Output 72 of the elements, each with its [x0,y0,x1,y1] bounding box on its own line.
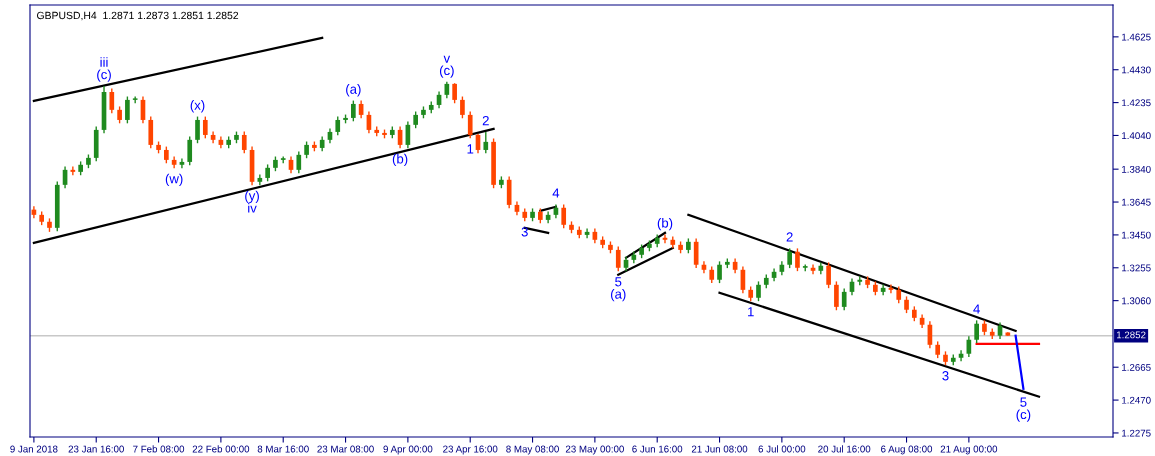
x-tick-label: 22 Feb 00:00 [192,445,250,453]
candlestick [241,130,247,155]
x-tick-label: 23 Mar 08:00 [317,445,374,453]
x-tick-label: 7 Feb 08:00 [133,445,185,453]
ref-line-label: 1.2852 [1116,331,1146,339]
candlestick [787,247,792,269]
candlestick [109,87,115,114]
text: 2 [786,232,793,242]
candlestick [467,110,473,140]
text: v (c) [439,55,454,78]
candlestick [195,115,200,144]
candlestick [351,99,356,122]
x-tick-label: 21 Aug 00:00 [940,445,998,455]
y-tick-label: 1.2665 [1122,363,1151,371]
y-tick-label: 1.3060 [1122,297,1151,305]
x-tick-label: 23 Jan 16:00 [68,445,124,453]
candlestick [841,287,847,311]
candlestick [125,95,130,125]
text: (b) [657,217,673,231]
text: 5 (a) [611,277,626,302]
candlestick [615,245,621,272]
candlestick [561,203,567,229]
x-tick-label: 9 Apr 00:00 [383,445,433,455]
candlestick [834,280,839,311]
y-tick-label: 1.4235 [1122,99,1151,107]
y-tick-label: 1.3645 [1122,198,1151,206]
candlestick [717,260,722,284]
x-tick-label: 20 Jul 16:00 [818,445,871,453]
candlestick [202,115,208,140]
y-tick-label: 1.3840 [1122,165,1151,173]
candlestick [795,247,800,272]
text: (a) [346,84,361,97]
text: 1 [748,307,754,317]
candlestick [974,319,979,344]
x-tick-label: 6 Aug 08:00 [881,445,933,455]
x-tick-label: 6 Jun 16:00 [632,445,683,453]
x-tick-label: 9 Jan 2018 [10,445,58,453]
x-tick-label: 23 Apr 16:00 [443,445,498,455]
candlestick [187,135,193,166]
y-tick-label: 1.4040 [1122,132,1151,140]
candlestick [179,157,185,169]
y-tick-label: 1.3450 [1122,231,1151,239]
text: (b) [392,153,408,167]
candlestick [452,82,457,104]
text: (w) [165,173,183,187]
x-tick-label: 8 May 08:00 [506,445,559,455]
text: iii (c) [97,57,111,82]
x-tick-label: 8 Mar 16:00 [257,445,309,453]
candlestick [296,150,302,174]
candlestick [335,115,341,136]
y-tick-label: 1.2470 [1122,396,1151,404]
annotation: 5 (c) [1016,397,1031,422]
y-tick-label: 1.2275 [1122,429,1151,437]
text: 4 [552,188,560,198]
text: 1 [467,144,474,154]
text: (x) [190,100,205,113]
candlestick [826,261,831,289]
candlestick [756,280,761,302]
text: 4 [973,304,980,314]
x-tick-label: 6 Jul 00:00 [758,445,806,453]
y-tick-label: 1.4430 [1122,66,1151,74]
text: 2 [482,115,489,126]
x-tick-label: 23 May 00:00 [565,445,624,455]
candlestick [483,131,489,155]
x-tick-label: 21 Jun 08:00 [691,445,748,453]
y-tick-label: 1.4625 [1122,33,1151,41]
candlestick [460,95,465,119]
text: 3 [521,227,528,237]
text: 3 [942,371,949,381]
text: (y) iv [245,190,259,213]
text: GBPUSD,H4 1.2871 1.2873 1.2851 1.2852 [37,11,239,21]
y-tick-label: 1.3255 [1122,264,1151,272]
